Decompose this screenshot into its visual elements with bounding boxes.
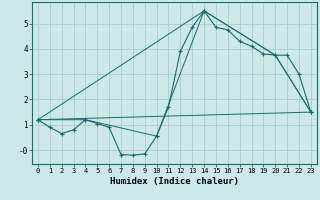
X-axis label: Humidex (Indice chaleur): Humidex (Indice chaleur) — [110, 177, 239, 186]
